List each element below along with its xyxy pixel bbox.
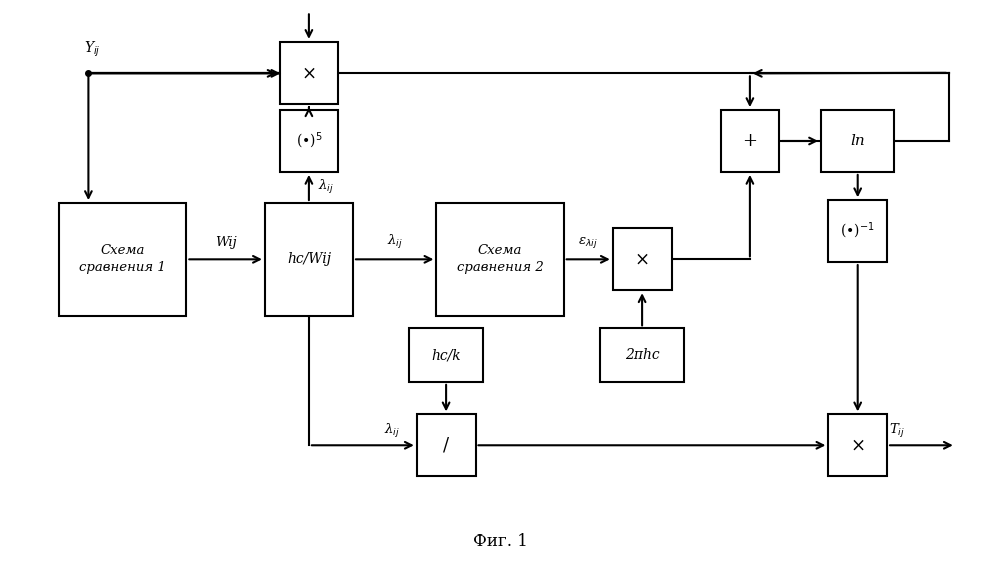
Bar	[417, 414, 476, 476]
Text: ×: ×	[850, 436, 865, 454]
Text: Схема
сравнения 2: Схема сравнения 2	[457, 244, 543, 274]
Text: ε$_{λij}$: ε$_{λij}$	[578, 235, 598, 250]
Text: /: /	[443, 436, 449, 454]
Bar	[720, 110, 779, 172]
Text: ×: ×	[635, 250, 650, 269]
Text: Схема
сравнения 1: Схема сравнения 1	[79, 244, 166, 274]
Bar	[280, 43, 338, 105]
Text: +: +	[742, 132, 757, 150]
Text: (•)$^{-1}$: (•)$^{-1}$	[840, 221, 875, 242]
Text: λ$_{ij}$: λ$_{ij}$	[387, 233, 403, 251]
Text: ×: ×	[301, 64, 316, 82]
Text: Y$_{ij}$: Y$_{ij}$	[84, 40, 100, 59]
Text: Wij: Wij	[215, 236, 236, 249]
Bar	[265, 203, 353, 316]
Text: 2πhc: 2πhc	[625, 348, 659, 362]
Text: λ$_{ij}$: λ$_{ij}$	[384, 422, 400, 440]
Bar	[436, 203, 564, 316]
Bar	[613, 228, 672, 290]
Text: ln: ln	[850, 134, 865, 148]
Bar	[828, 414, 887, 476]
Bar	[409, 328, 483, 382]
Bar	[280, 110, 338, 172]
Text: hc/k: hc/k	[431, 348, 461, 362]
Text: (•)$^5$: (•)$^5$	[296, 131, 322, 151]
Text: λ$_{ij}$: λ$_{ij}$	[318, 178, 335, 197]
Bar	[821, 110, 894, 172]
Text: T$_{ij}$: T$_{ij}$	[889, 422, 905, 440]
Text: Фиг. 1: Фиг. 1	[473, 532, 527, 550]
Bar	[828, 200, 887, 262]
Bar	[600, 328, 684, 382]
Bar	[59, 203, 186, 316]
Text: hc/Wij: hc/Wij	[287, 252, 331, 266]
